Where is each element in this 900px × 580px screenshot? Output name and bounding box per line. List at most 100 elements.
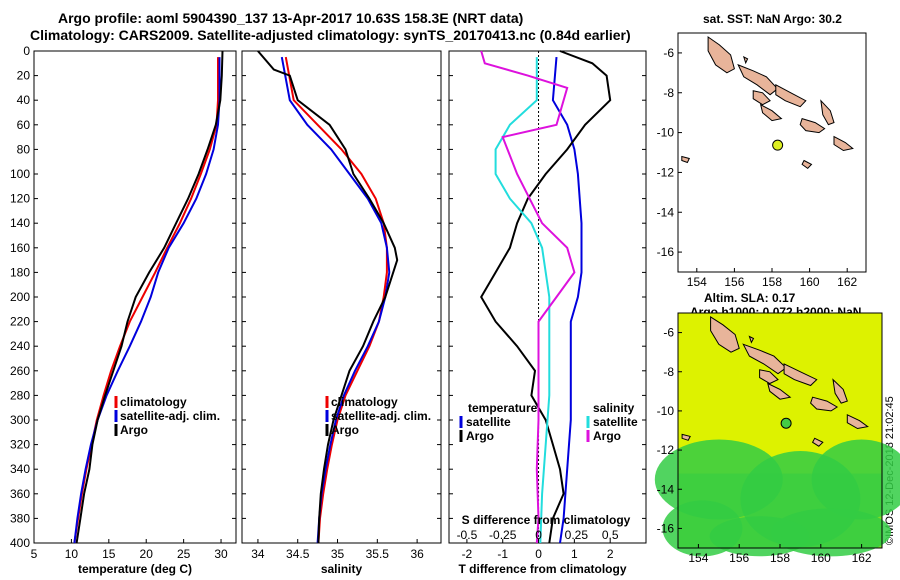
legend-title: salinity (593, 401, 635, 415)
series-line (494, 57, 551, 544)
series-line (73, 57, 221, 544)
map-y-tick-label: -12 (657, 443, 675, 457)
y-tick-label: 340 (10, 462, 30, 476)
x-tick-label: 0 (535, 547, 542, 561)
x-tick-label: 36 (410, 547, 424, 561)
legend-label: Argo (593, 429, 621, 443)
map-y-tick-label: -10 (657, 404, 675, 418)
secondary-x-tick-label: 0.5 (602, 528, 619, 542)
map-x-tick-label: 154 (688, 551, 708, 565)
map-y-tick-label: -12 (657, 165, 675, 179)
y-tick-label: 240 (10, 339, 30, 353)
x-tick-label: -2 (462, 547, 473, 561)
island-shape (752, 90, 771, 106)
island-shape (710, 315, 740, 353)
island-shape (799, 117, 826, 134)
island-shape (820, 99, 835, 126)
island-shape (767, 382, 792, 400)
series-line (551, 57, 583, 544)
series-line (257, 50, 399, 544)
y-tick-label: 260 (10, 364, 30, 378)
x-axis-label: salinity (321, 562, 363, 576)
map-top-title: sat. SST: NaN Argo: 30.2 (703, 12, 842, 26)
secondary-x-tick-label: 0.25 (565, 528, 589, 542)
island-shape (742, 343, 787, 375)
y-tick-label: 160 (10, 241, 30, 255)
island-shape (783, 363, 818, 387)
map-bottom-title-line1: Altim. SLA: 0.17 (704, 291, 796, 305)
x-axis-label: temperature (deg C) (78, 562, 192, 576)
y-tick-label: 120 (10, 192, 30, 206)
x-axis-label: T difference from climatology (458, 562, 626, 576)
island-shape (833, 135, 854, 152)
chart-title-line2: Climatology: CARS2009. Satellite-adjuste… (30, 27, 631, 43)
legend-label: Argo (120, 423, 148, 437)
x-tick-label: 15 (102, 547, 116, 561)
map-background-1 (678, 33, 866, 272)
island-shape (759, 369, 779, 385)
x-tick-label: 34 (251, 547, 265, 561)
map-x-tick-label: 158 (770, 551, 790, 565)
legend-label: climatology (331, 395, 398, 409)
secondary-x-tick-label: -0.25 (489, 528, 517, 542)
map-x-tick-label: 160 (811, 551, 831, 565)
map-y-tick-label: -6 (663, 326, 674, 340)
map-y-tick-label: -8 (663, 86, 674, 100)
map-x-tick-label: 162 (852, 551, 872, 565)
x-tick-label: -1 (497, 547, 508, 561)
secondary-x-axis-label: S difference from climatology (462, 513, 631, 527)
x-tick-label: 25 (177, 547, 191, 561)
y-tick-label: 180 (10, 265, 30, 279)
y-tick-label: 140 (10, 216, 30, 230)
chart-title-line1: Argo profile: aoml 5904390_137 13-Apr-20… (58, 10, 524, 26)
map-y-tick-label: -16 (657, 245, 675, 259)
map-x-tick-label: 158 (762, 275, 782, 289)
x-tick-label: 30 (214, 547, 228, 561)
x-tick-label: 35.5 (366, 547, 390, 561)
island-shape (846, 414, 869, 430)
secondary-x-tick-label: 0 (535, 528, 542, 542)
island-shape (681, 433, 691, 441)
map-x-tick-label: 162 (837, 275, 857, 289)
legend-title: temperature (468, 401, 538, 415)
y-tick-label: 100 (10, 167, 30, 181)
series-line (480, 50, 576, 544)
x-tick-label: 34.5 (286, 547, 310, 561)
secondary-x-tick-label: -0.5 (457, 528, 478, 542)
map-y-tick-label: -16 (657, 521, 675, 535)
island-shape (775, 83, 807, 108)
series-line (480, 50, 612, 544)
x-tick-label: 1 (571, 547, 578, 561)
map-y-tick-label: -8 (663, 365, 674, 379)
y-tick-label: 80 (17, 142, 31, 156)
y-tick-label: 200 (10, 290, 30, 304)
argo-location-marker (772, 139, 784, 151)
island-shape (832, 378, 848, 404)
y-tick-label: 220 (10, 315, 30, 329)
y-tick-label: 20 (17, 69, 31, 83)
island-shape (748, 335, 755, 344)
legend-label: satellite (593, 415, 638, 429)
y-tick-label: 60 (17, 118, 31, 132)
plot-frame-3 (448, 50, 647, 544)
legend-label: climatology (120, 395, 187, 409)
x-tick-label: 20 (140, 547, 154, 561)
legend-label: satellite-adj. clim. (120, 409, 220, 423)
argo-location-marker (780, 417, 792, 429)
map-x-tick-label: 160 (800, 275, 820, 289)
y-tick-label: 0 (23, 44, 30, 58)
y-tick-label: 380 (10, 511, 30, 525)
island-shape (742, 55, 749, 65)
y-tick-label: 360 (10, 487, 30, 501)
map-y-tick-label: -14 (657, 205, 675, 219)
x-tick-label: 2 (607, 547, 614, 561)
map-y-tick-label: -14 (657, 482, 675, 496)
island-shape (707, 36, 735, 74)
map-x-tick-label: 156 (724, 275, 744, 289)
legend-label: Argo (466, 429, 494, 443)
map-y-tick-label: -10 (657, 126, 675, 140)
sla-low-band (678, 473, 882, 548)
y-tick-label: 40 (17, 93, 31, 107)
plot-frame-2 (241, 50, 442, 544)
